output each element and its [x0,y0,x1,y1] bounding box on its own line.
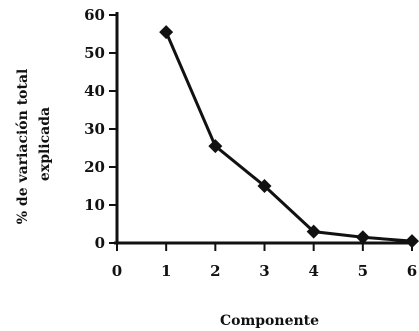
x-tick-label: 0 [112,262,122,280]
data-point-marker [405,234,419,249]
y-tick-label: 20 [84,158,105,176]
x-tick-label: 6 [407,262,417,280]
y-axis-label: % de variación total explicada [15,64,53,225]
data-point-marker [306,224,321,239]
data-point-marker [159,25,174,40]
x-tick-label: 2 [210,262,220,280]
series [159,25,419,249]
data-point-marker [208,139,223,154]
y-tick-label: 40 [84,82,105,100]
series-line [164,31,413,243]
y-tick-label: 30 [84,120,105,138]
x-tick-label: 5 [358,262,368,280]
y-tick-label: 0 [95,234,105,252]
y-axis-label-line-2: explicada [37,107,53,181]
y-tick-label: 50 [84,44,105,62]
y-axis-label-line-1: % de variación total [15,69,31,225]
ticks: 0 10 20 30 40 50 60 0 1 2 3 4 5 6 [84,6,417,280]
y-tick-label: 60 [84,6,105,24]
axes [114,12,412,245]
x-tick-label: 4 [308,262,318,280]
data-point-marker [257,179,272,193]
x-tick-label: 1 [161,262,171,280]
data-point-marker [355,230,370,245]
x-axis-label: Componente [220,313,319,329]
x-tick-label: 3 [259,262,269,280]
y-tick-label: 10 [84,196,105,214]
